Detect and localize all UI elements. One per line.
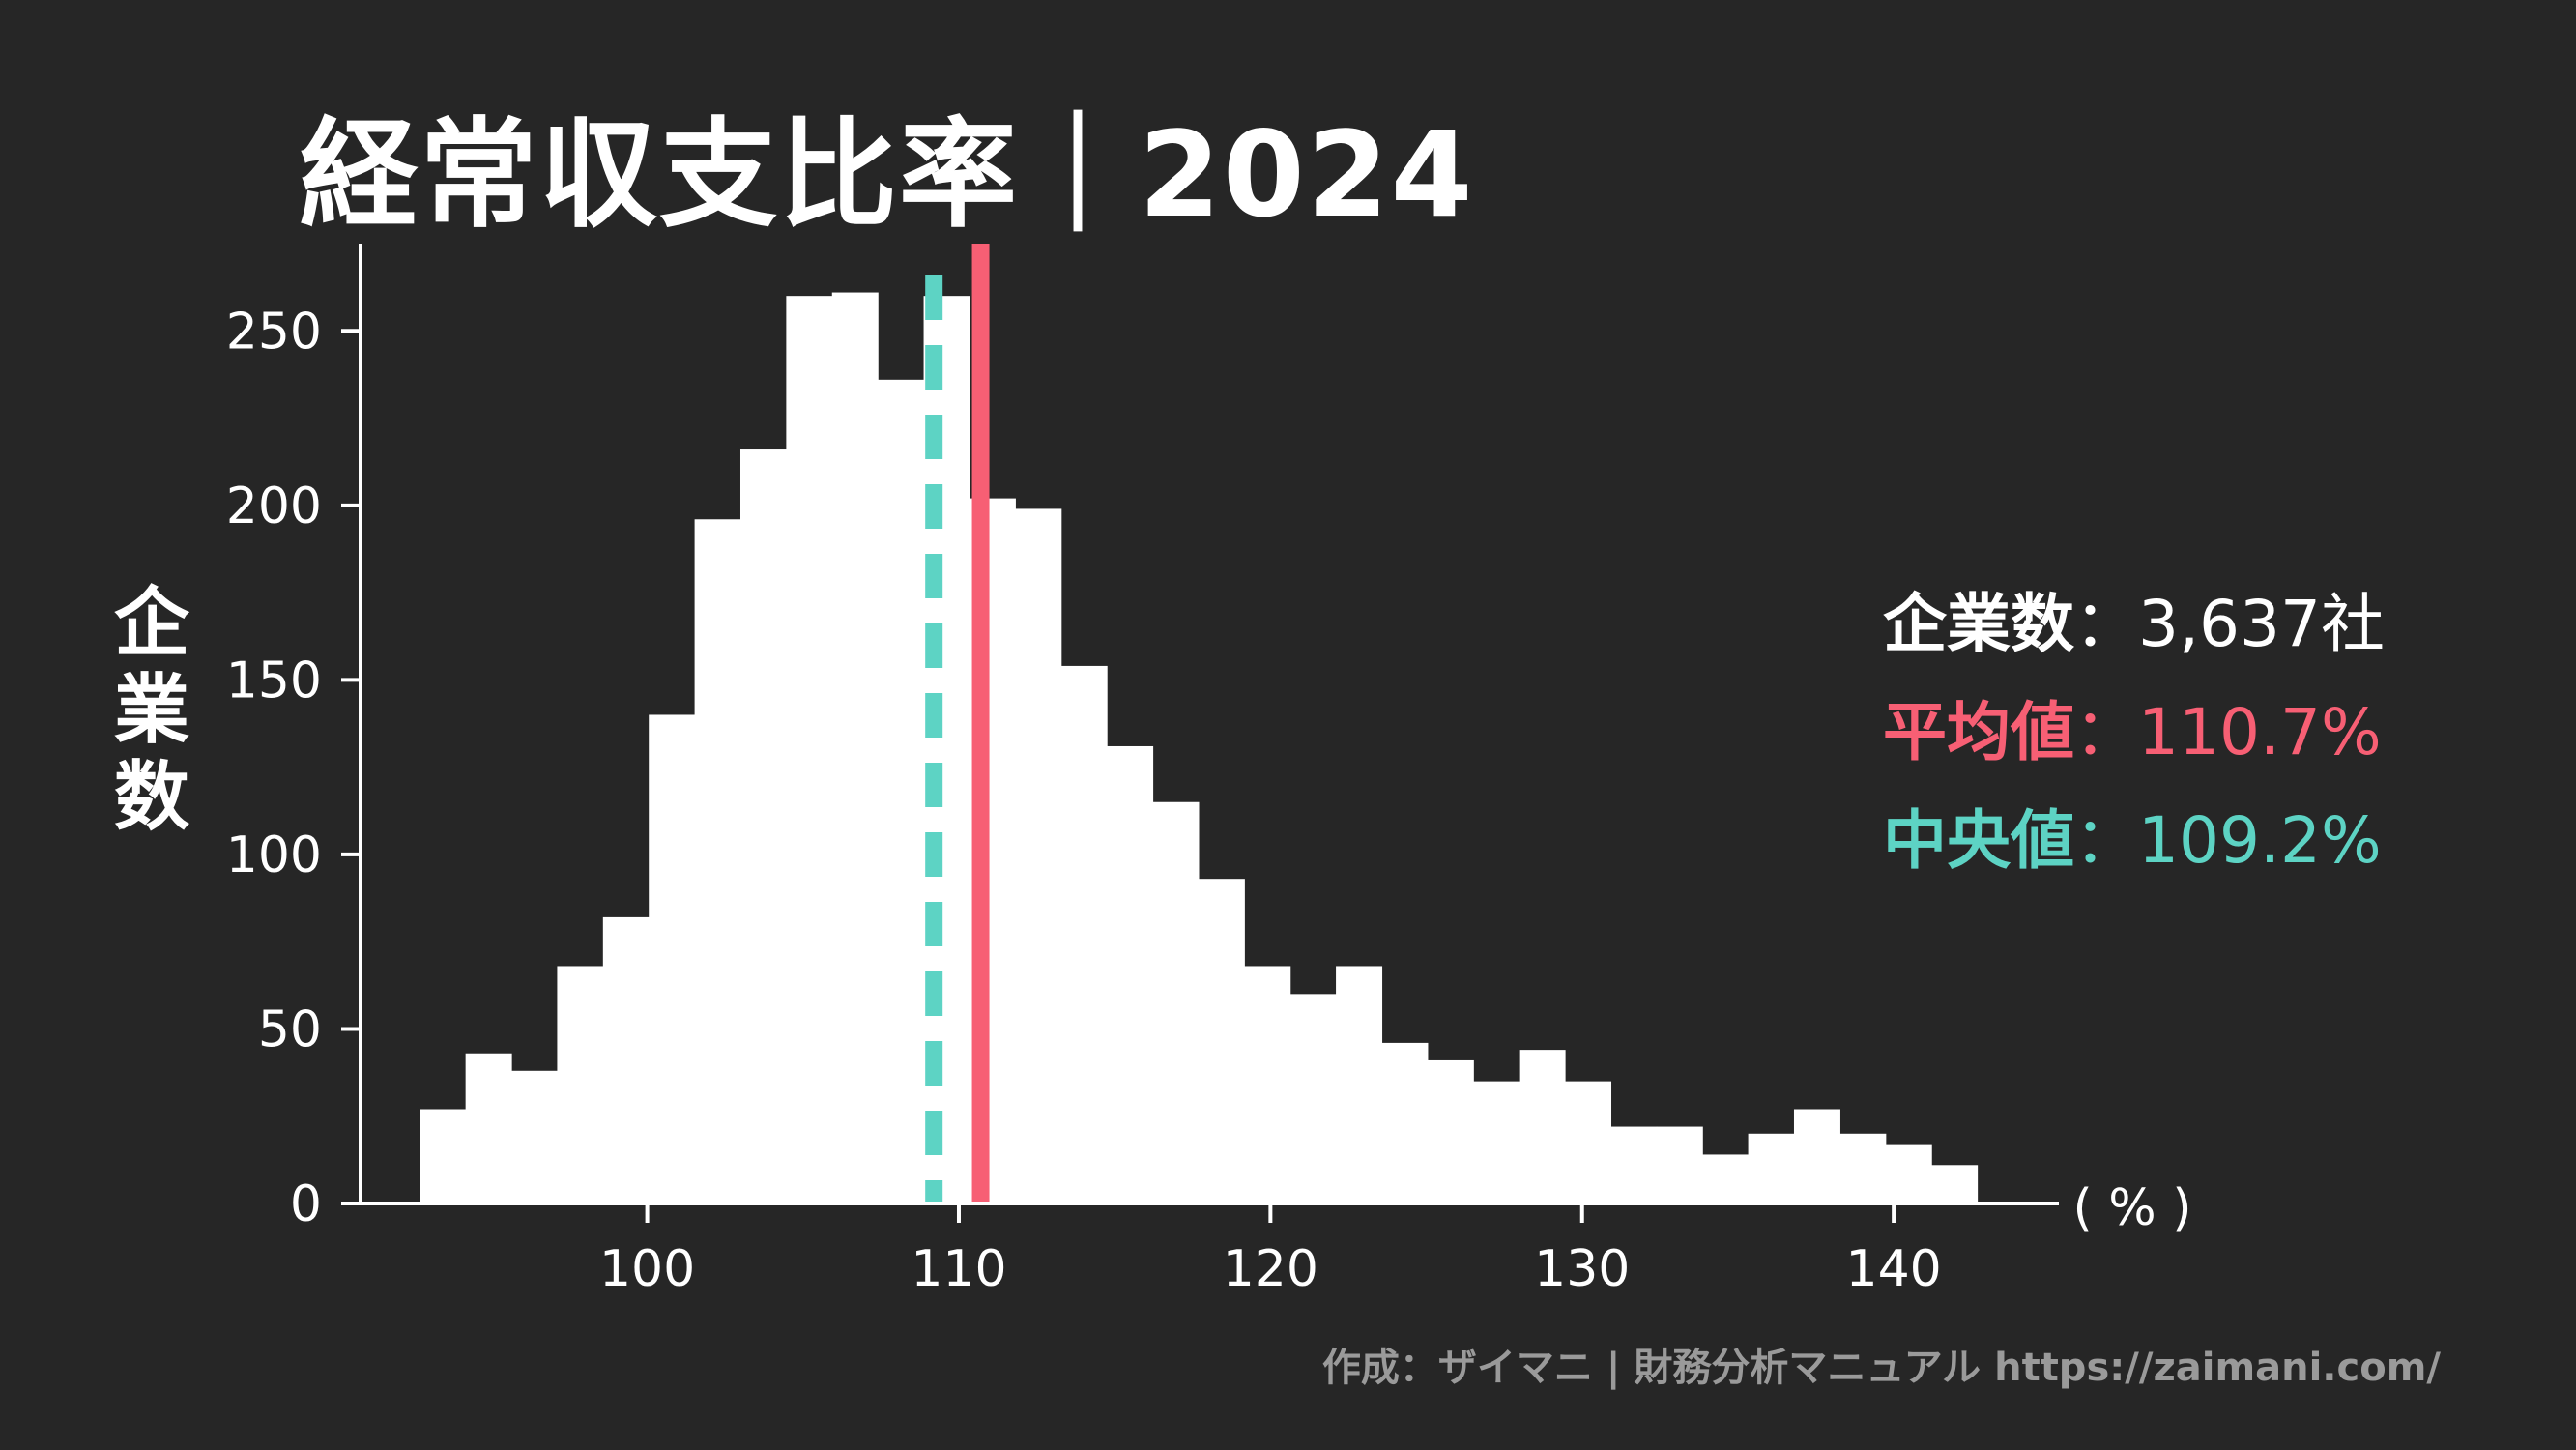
histogram-bar	[1793, 1109, 1840, 1204]
stat-mean: 平均値：110.7%	[1883, 679, 2385, 787]
y-axis-label: 企 業 数	[108, 580, 195, 841]
x-tick-label: 120	[1223, 1240, 1318, 1298]
stat-mean-label: 平均値	[1883, 695, 2074, 769]
histogram-bar	[1702, 1154, 1750, 1204]
x-tick-label: 130	[1534, 1240, 1630, 1298]
histogram-bar	[1885, 1144, 1932, 1204]
stat-mean-value: 110.7%	[2138, 695, 2382, 769]
histogram-bar	[1839, 1133, 1887, 1204]
histogram-bar	[1427, 1059, 1474, 1204]
histogram-bar	[786, 296, 833, 1204]
credit-text: 作成：ザイマニ | 財務分析マニュアル https://zaimani.com/	[1321, 1346, 2441, 1390]
histogram-bar	[1748, 1133, 1795, 1204]
stat-separator: ：	[2074, 695, 2138, 769]
histogram-bar	[1060, 665, 1108, 1204]
histogram-bar	[1565, 1081, 1612, 1204]
x-tick-label: 100	[599, 1240, 695, 1298]
histogram-bar	[420, 1109, 467, 1204]
histogram-bar	[1015, 508, 1062, 1204]
histogram-bar	[557, 966, 604, 1204]
y-tick-label: 100	[226, 826, 322, 884]
stats-panel: 企業数：3,637社 平均値：110.7% 中央値：109.2%	[1883, 570, 2385, 895]
x-axis-unit-label: ( % )	[2072, 1179, 2191, 1237]
histogram-bar	[1107, 745, 1154, 1204]
reference-lines	[925, 244, 990, 1204]
histogram-bar	[831, 292, 879, 1204]
x-tick-label: 110	[911, 1240, 1006, 1298]
histogram-bar	[1656, 1126, 1703, 1204]
histogram-bar	[649, 714, 696, 1204]
y-tick-label: 0	[290, 1175, 322, 1233]
histogram-bar	[1336, 966, 1383, 1204]
y-tick-label: 50	[258, 1000, 322, 1058]
histogram-bar	[602, 916, 650, 1204]
histogram-bar	[1289, 994, 1337, 1204]
histogram-bar	[1931, 1165, 1979, 1204]
histogram-bar	[1473, 1081, 1520, 1204]
y-axis-label-char: 業	[113, 667, 189, 754]
y-axis-label-char: 企	[113, 580, 189, 667]
stat-median: 中央値：109.2%	[1883, 787, 2385, 895]
histogram-bar	[1610, 1126, 1658, 1204]
y-tick-label: 200	[226, 478, 322, 536]
stat-separator: ：	[2074, 587, 2138, 661]
histogram-bar	[694, 519, 741, 1204]
axes: 0 50 100 150 200 250 100 110 120 130 140	[226, 244, 2059, 1298]
histogram-bar	[1152, 801, 1200, 1204]
y-tick-label: 150	[226, 652, 322, 710]
histogram-bar	[739, 450, 787, 1204]
stat-separator: ：	[2074, 803, 2138, 878]
histogram-bar	[1519, 1050, 1566, 1204]
stat-median-label: 中央値	[1883, 803, 2074, 878]
y-tick-label: 250	[226, 303, 322, 361]
stat-count-label: 企業数	[1883, 587, 2074, 661]
histogram-bar	[1198, 879, 1245, 1204]
histogram-bars	[420, 292, 1979, 1204]
stat-median-value: 109.2%	[2138, 803, 2382, 878]
histogram-bar	[1381, 1042, 1429, 1204]
y-axis-label-char: 数	[113, 754, 189, 841]
stat-count: 企業数：3,637社	[1883, 570, 2385, 679]
histogram-bar	[1244, 966, 1291, 1204]
x-tick-label: 140	[1846, 1240, 1942, 1298]
histogram-bar	[878, 379, 925, 1204]
chart-title: 経常収支比率｜2024	[300, 106, 1475, 244]
stat-count-value: 3,637社	[2138, 587, 2385, 661]
histogram-bar	[511, 1070, 559, 1204]
histogram-bar	[465, 1053, 512, 1204]
